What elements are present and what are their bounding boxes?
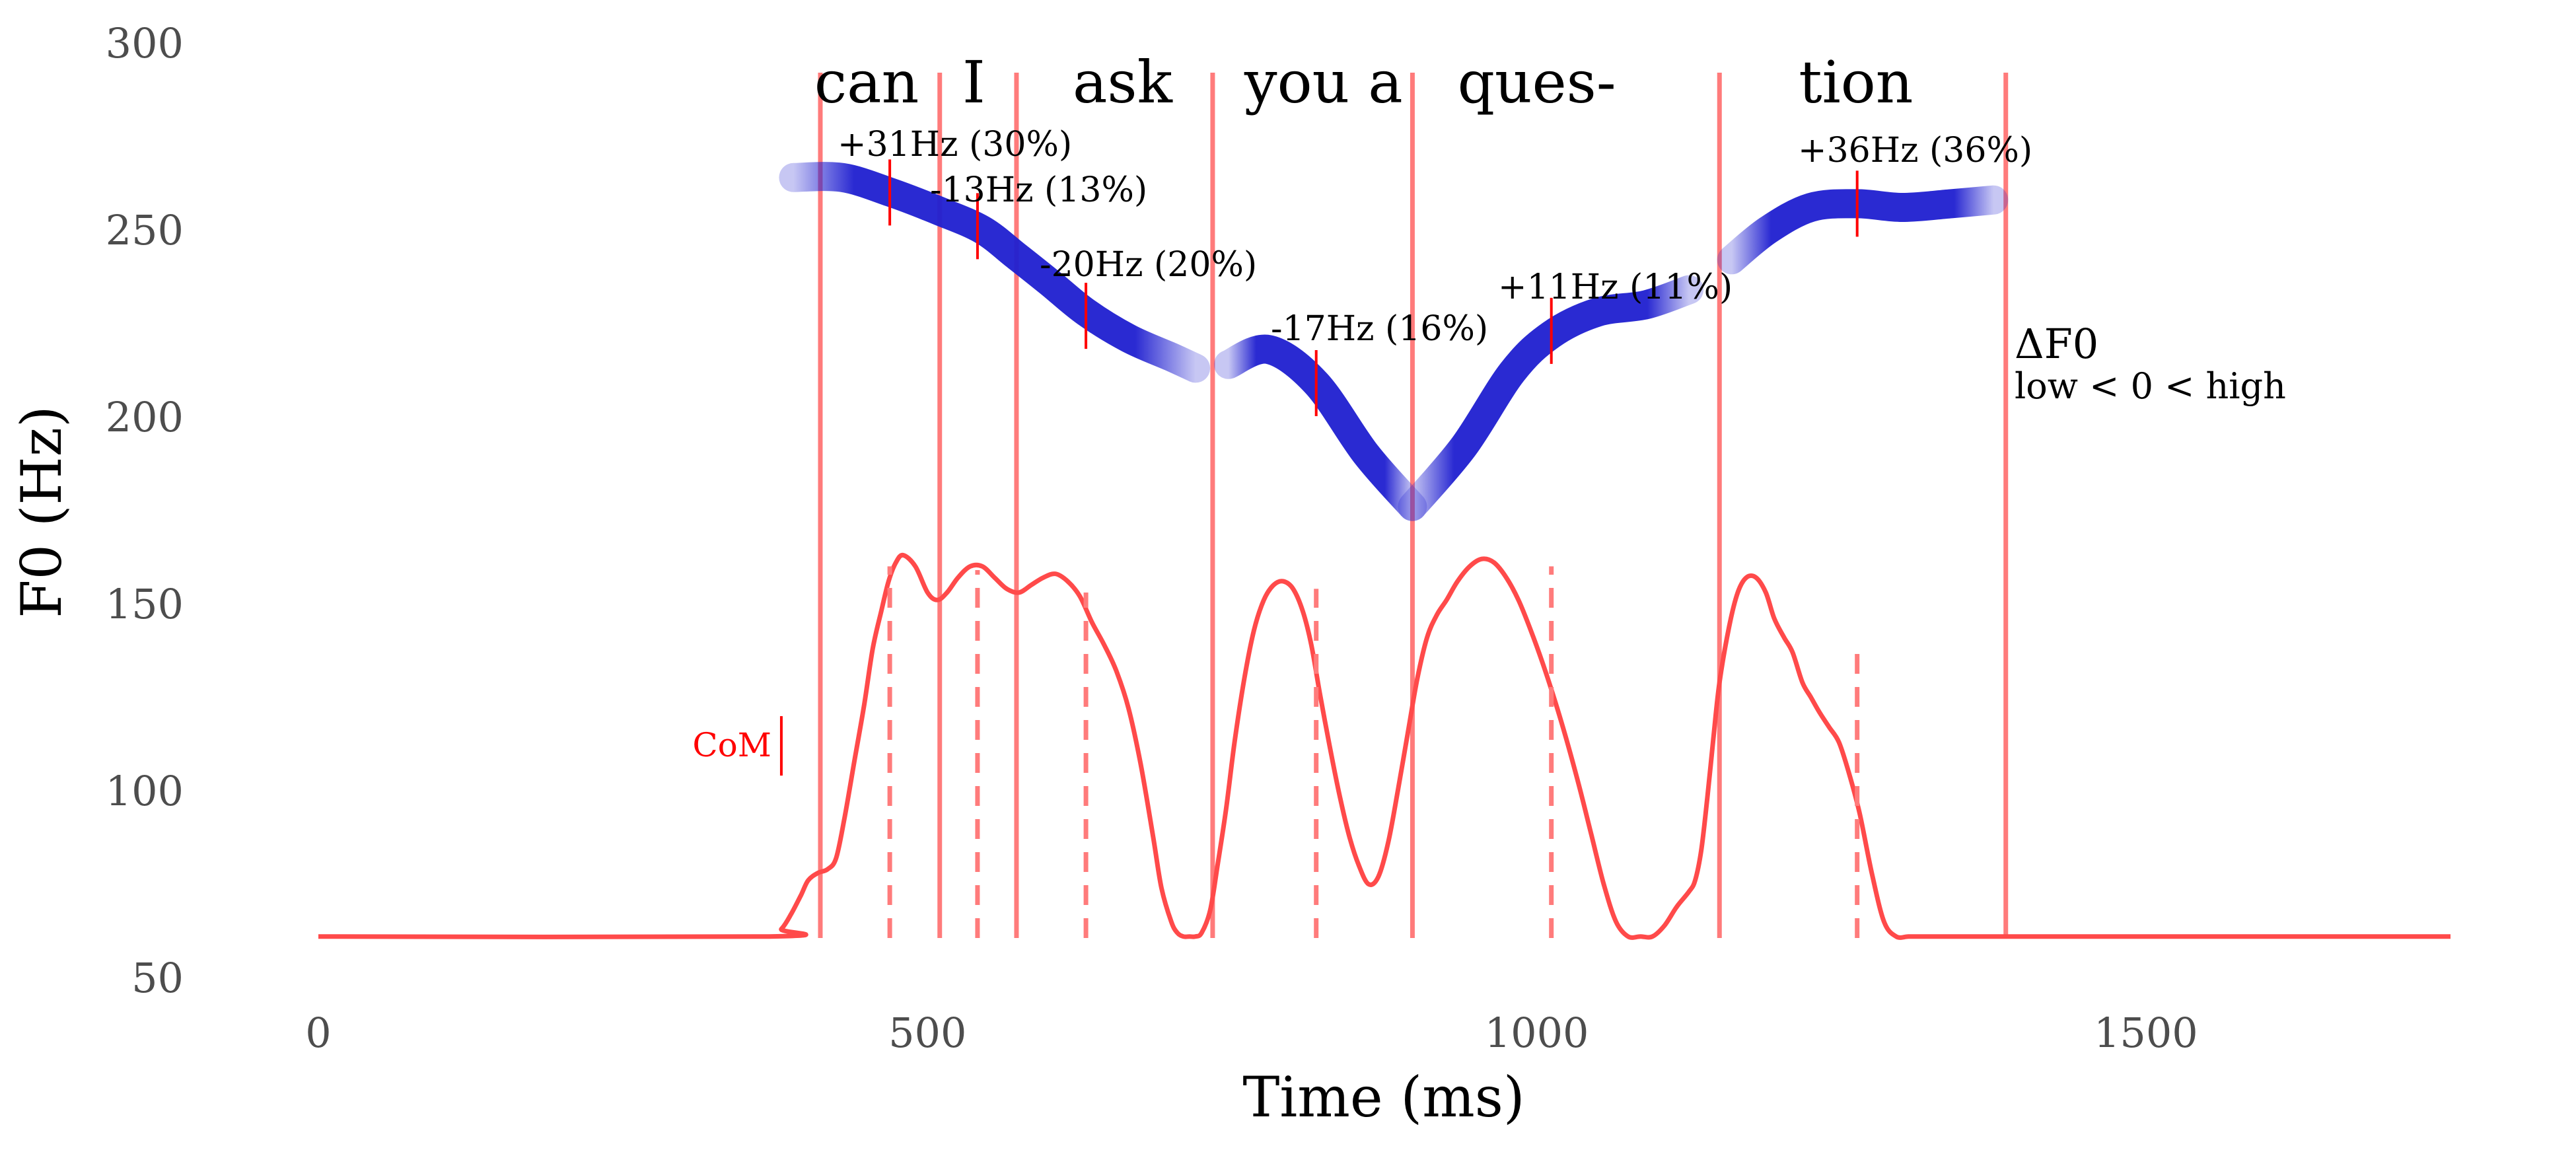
delta-f0-label: +31Hz (30%) <box>838 125 1072 164</box>
y-tick-label: 150 <box>106 580 184 628</box>
x-tick-label: 1000 <box>1485 1009 1589 1057</box>
legend-subtitle: low < 0 < high <box>2015 365 2286 407</box>
legend-title: ΔF0 <box>2015 320 2098 368</box>
word-label: ask <box>1073 48 1173 116</box>
y-tick-label: 100 <box>106 767 184 815</box>
f0-signal <box>318 552 2451 940</box>
x-tick-label: 500 <box>888 1009 966 1057</box>
y-tick-label: 50 <box>131 954 184 1002</box>
delta-f0-label: -13Hz (13%) <box>930 170 1147 210</box>
legend: ΔF0 low < 0 < high <box>2015 320 2286 407</box>
axes: 0 500 1000 1500 50 100 150 200 250 300 <box>106 19 2198 1057</box>
com-markers: CoM <box>692 159 1860 938</box>
com-legend-label: CoM <box>692 726 771 764</box>
word-label: I <box>962 48 985 116</box>
word-label: you a <box>1244 48 1403 116</box>
word-label: tion <box>1799 48 1913 116</box>
word-label: ques- <box>1458 48 1616 116</box>
y-tick-label: 300 <box>106 19 184 67</box>
f0-signal-line <box>318 552 2451 940</box>
y-tick-label: 250 <box>106 206 184 254</box>
delta-f0-label: -20Hz (20%) <box>1040 245 1257 285</box>
delta-f0-ribbon <box>1717 185 2009 275</box>
y-tick-label: 200 <box>106 393 184 441</box>
delta-f0-ribbon <box>1213 334 1427 521</box>
delta-f0-ribbon <box>1398 275 1704 521</box>
delta-f0-label: -17Hz (16%) <box>1271 309 1488 349</box>
word-label: can <box>814 48 919 116</box>
delta-f0-label: +36Hz (36%) <box>1798 131 2032 170</box>
x-tick-label: 0 <box>305 1009 331 1057</box>
delta-f0-annotations: +31Hz (30%) -13Hz (13%) -20Hz (20%) -17Hz (… <box>838 125 2032 349</box>
y-axis-title: F0 (Hz) <box>9 406 74 618</box>
delta-f0-ribbons <box>779 162 2009 521</box>
x-tick-label: 1500 <box>2094 1009 2198 1057</box>
delta-f0-label: +11Hz (11%) <box>1498 268 1733 307</box>
x-axis-title: Time (ms) <box>1242 1065 1524 1130</box>
delta-f0-ribbon <box>779 162 1211 383</box>
